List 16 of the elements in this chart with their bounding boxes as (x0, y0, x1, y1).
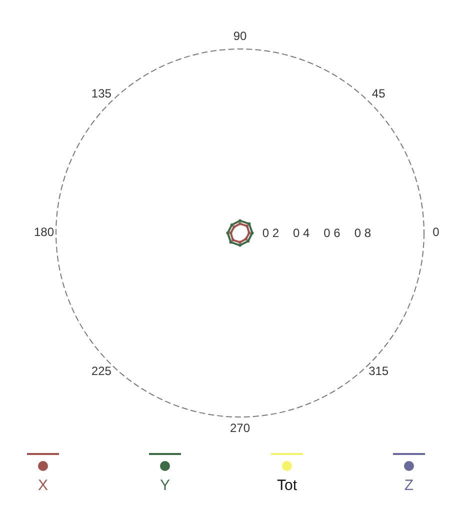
spoke-label: 45 (372, 86, 386, 101)
legend-label: Z (404, 477, 414, 494)
spoke-label: 0 (432, 225, 440, 240)
legend-label: Y (160, 477, 170, 494)
spoke-label: 225 (91, 364, 112, 378)
spoke-label: 90 (233, 29, 247, 44)
spoke-label: 315 (368, 364, 389, 378)
legend-label: X (38, 477, 48, 494)
y-tick-label: 0 6 (324, 226, 341, 240)
spoke-label: 135 (91, 86, 112, 101)
spoke-label: 270 (230, 421, 250, 436)
y-tick-label: 0 2 (262, 226, 280, 240)
y-tick-label: 0 4 (292, 226, 310, 240)
spoke-label: 180 (34, 225, 54, 240)
y-tick-label: 0 8 (354, 226, 372, 240)
legend-label: Tot (276, 477, 298, 494)
